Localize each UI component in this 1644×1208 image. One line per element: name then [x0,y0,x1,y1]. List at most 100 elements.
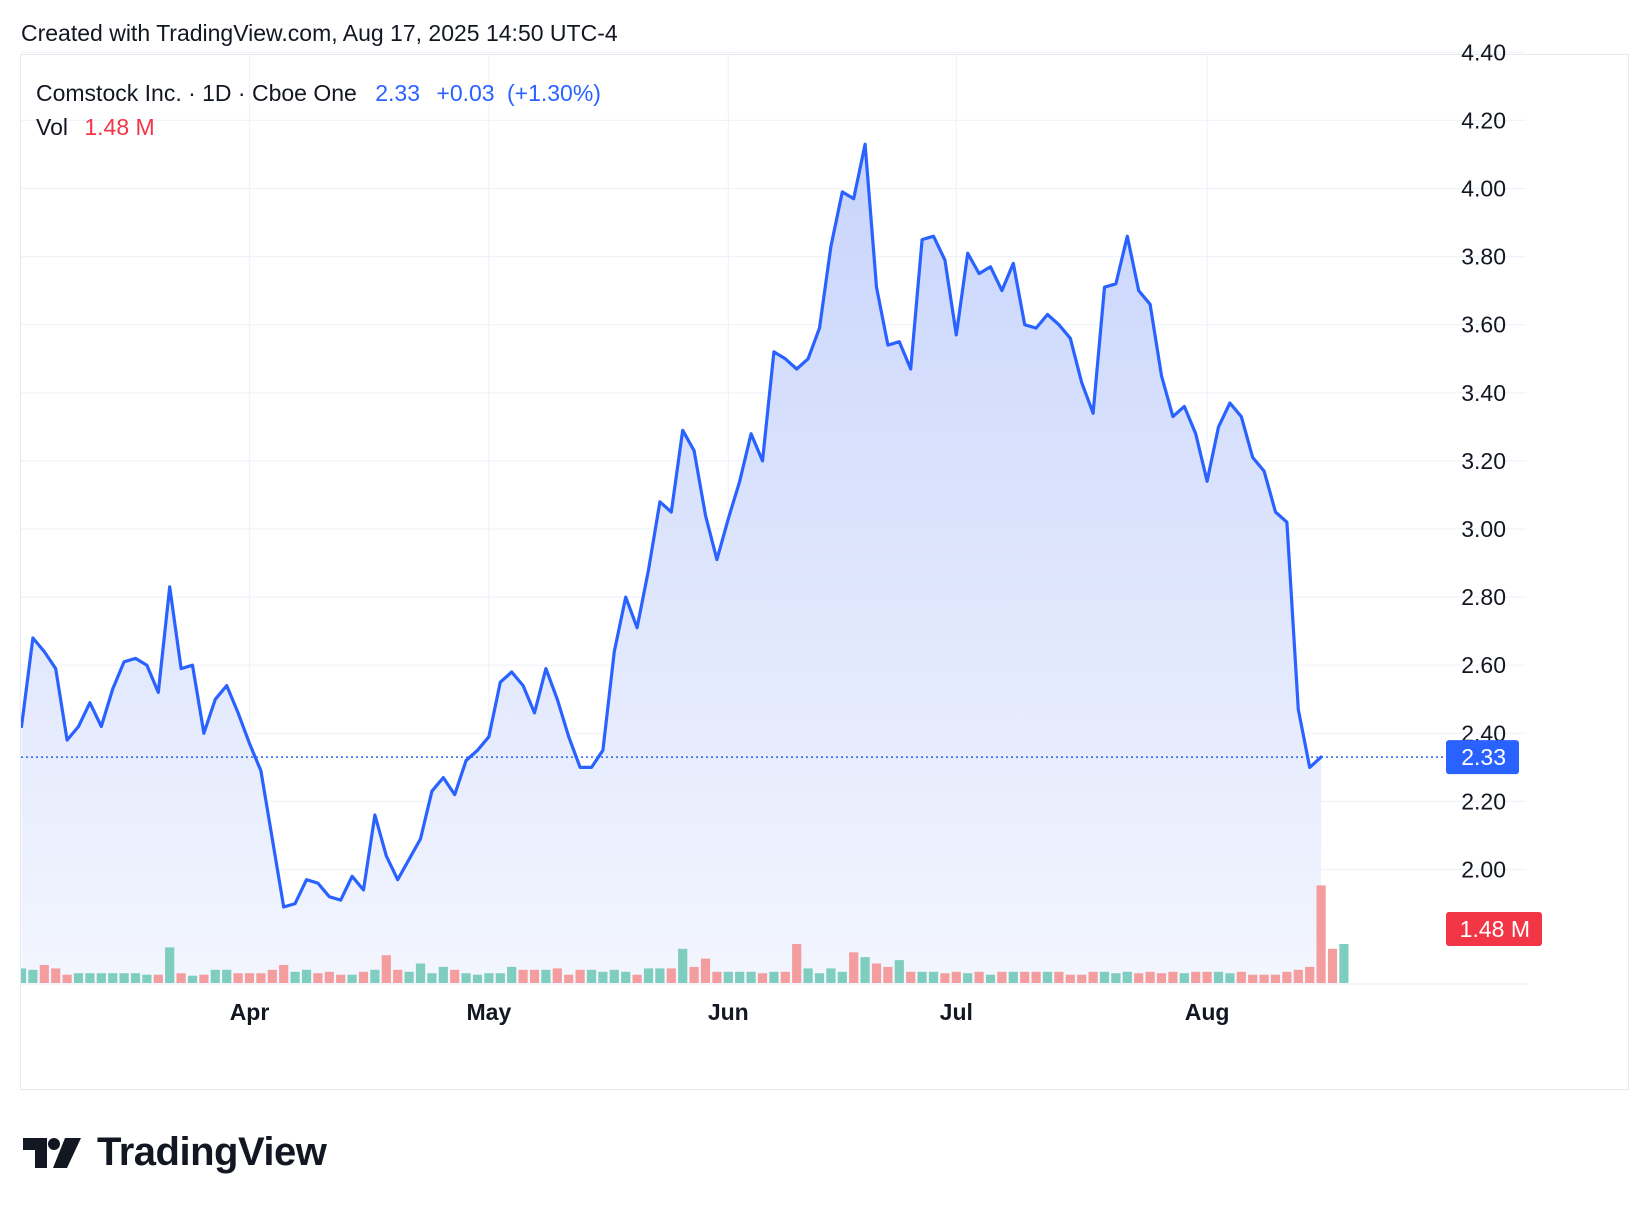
volume-bar [586,969,597,983]
volume-bar [21,968,27,983]
volume-bar [1179,973,1189,983]
volume-bar [165,947,175,983]
volume-bar [279,964,289,983]
volume-bar [643,968,654,983]
volume-bar [1088,971,1098,983]
volume-bar [244,973,255,983]
volume-bar [142,974,152,983]
volume-bar [575,969,585,983]
price-badge [1446,740,1519,775]
volume-bar [507,966,517,983]
volume-bar [39,964,49,983]
volume-bar [233,973,243,983]
volume-bar [222,969,232,983]
volume-bar [313,973,323,983]
volume-bar [130,973,141,983]
volume-bar [1282,971,1292,983]
chart-panel[interactable] [20,54,1629,1090]
volume-bar [51,968,61,983]
tradingview-logo-text: TradingView [97,1130,327,1174]
legend-symbol[interactable]: Comstock Inc. · 1D · Cboe One [36,80,357,106]
tradingview-logo-icon [23,1137,81,1168]
volume-bar [1156,973,1167,983]
volume-bar [632,974,642,983]
time-tick-label: Apr [230,999,270,1025]
legend-vol-label[interactable]: Vol [36,114,68,140]
created-with-text: Created with TradingView.com, Aug 17, 20… [21,20,618,46]
volume-bar [803,968,813,983]
volume-bar [1145,971,1155,983]
tradingview-logo[interactable]: TradingView [23,1130,327,1175]
volume-bar [28,969,38,983]
volume-bar [1031,971,1041,983]
volume-bar [495,973,505,983]
legend-price: 2.33 [375,80,420,106]
volume-bar [62,974,72,983]
volume-bar [1099,971,1110,983]
legend-vol-value: 1.48 M [84,114,155,140]
volume-bar [883,966,893,983]
volume-bar [108,973,118,983]
volume-bar [96,973,106,983]
volume-bar [415,963,426,983]
volume-bar [746,971,756,983]
volume-bar [153,974,163,983]
volume-bar [1077,974,1087,983]
volume-bar [666,968,676,983]
volume-bar [1065,974,1075,983]
volume-bar [1168,971,1178,983]
time-tick-label: Aug [1185,999,1230,1025]
volume-bar [928,971,939,983]
volume-bar [210,969,220,983]
volume-bar [906,971,916,983]
volume-bar [1293,969,1303,983]
volume-bar [860,957,870,983]
volume-bar [541,969,551,983]
volume-bar [1020,971,1030,983]
volume-bar [73,973,84,983]
volume-bar [735,971,745,983]
price-tick-label: 3.20 [1461,448,1506,474]
volume-bar [837,971,847,983]
volume-bar [472,974,483,983]
time-axis[interactable]: Apr May Jun Jul Aug [230,999,1230,1025]
volume-bar [1259,974,1269,983]
price-line [21,142,1323,909]
volume-bar [438,966,448,983]
volume-bar [450,969,460,983]
volume-bar [301,969,312,983]
volume-bar [1270,974,1281,983]
volume-bar [518,969,528,983]
price-tick-label: 2.60 [1461,652,1506,678]
time-tick-label: Jun [708,999,749,1025]
volume-bar [1225,973,1235,983]
volume-bar [700,958,711,983]
volume-bar [792,944,802,983]
volume-bar [963,973,973,983]
volume-bar [529,969,540,983]
volume-bar [381,955,391,983]
price-tick-label: 4.40 [1461,39,1506,65]
volume-bar [871,963,882,983]
price-tick-label: 3.40 [1461,380,1506,406]
volume-badge [1446,912,1542,946]
volume-bar [757,973,768,983]
price-badge-text: 2.33 [1461,744,1506,770]
volume-bar [1134,973,1144,983]
volume-bar [187,975,198,983]
legend-change: +0.03 [436,80,495,106]
legend-volume-row: Vol 1.48 M [36,110,601,144]
volume-bar [974,971,984,983]
volume-bar [780,971,790,983]
volume-bar [1248,974,1258,983]
volume-bar [689,966,699,983]
volume-bar [484,973,494,983]
legend-symbol-row: Comstock Inc. · 1D · Cboe One 2.33 +0.03… [36,76,601,110]
volume-bar [712,971,722,983]
volume-bar [1008,971,1018,983]
volume-bar [997,971,1007,983]
chart-legend: Comstock Inc. · 1D · Cboe One 2.33 +0.03… [36,76,601,144]
volume-bars [21,885,1349,983]
volume-bar [336,974,346,983]
